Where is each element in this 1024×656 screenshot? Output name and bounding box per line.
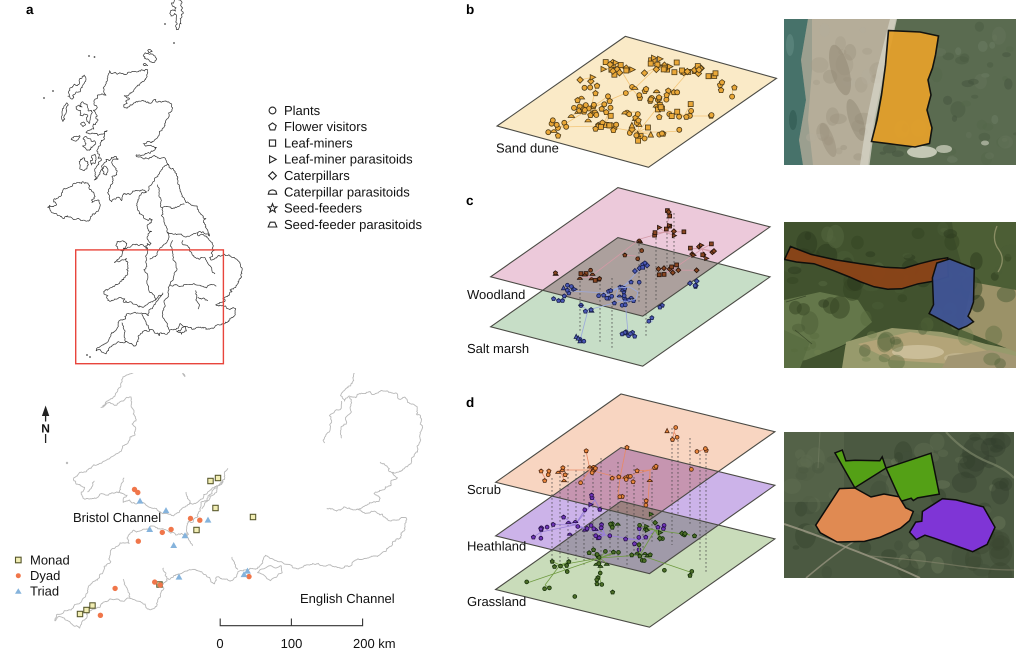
svg-text:a: a	[26, 2, 34, 17]
svg-text:200 km: 200 km	[353, 636, 396, 651]
svg-text:Seed-feeders: Seed-feeders	[284, 201, 363, 216]
svg-text:Monad: Monad	[30, 553, 70, 568]
svg-text:b: b	[466, 2, 474, 17]
svg-text:0: 0	[216, 636, 223, 651]
svg-text:Caterpillars: Caterpillars	[284, 168, 350, 183]
svg-text:Leaf-miners: Leaf-miners	[284, 135, 353, 150]
svg-text:Leaf-miner parasitoids: Leaf-miner parasitoids	[284, 152, 413, 167]
svg-text:Caterpillar parasitoids: Caterpillar parasitoids	[284, 184, 410, 199]
svg-text:Seed-feeder parasitoids: Seed-feeder parasitoids	[284, 217, 423, 232]
svg-text:Triad: Triad	[30, 584, 59, 599]
svg-text:Salt marsh: Salt marsh	[467, 341, 529, 356]
svg-text:Dyad: Dyad	[30, 568, 60, 583]
svg-text:Bristol Channel: Bristol Channel	[73, 510, 161, 525]
svg-text:Grassland: Grassland	[467, 594, 526, 609]
svg-text:English Channel: English Channel	[300, 591, 395, 606]
svg-text:Scrub: Scrub	[467, 482, 501, 497]
svg-text:100: 100	[281, 636, 303, 651]
svg-text:Plants: Plants	[284, 103, 321, 118]
svg-text:Woodland: Woodland	[467, 287, 525, 302]
svg-text:d: d	[466, 395, 474, 410]
svg-text:c: c	[466, 193, 474, 208]
svg-text:N: N	[41, 422, 50, 436]
svg-text:Flower visitors: Flower visitors	[284, 119, 368, 134]
svg-text:Sand dune: Sand dune	[496, 141, 559, 156]
svg-text:Heathland: Heathland	[467, 539, 526, 554]
